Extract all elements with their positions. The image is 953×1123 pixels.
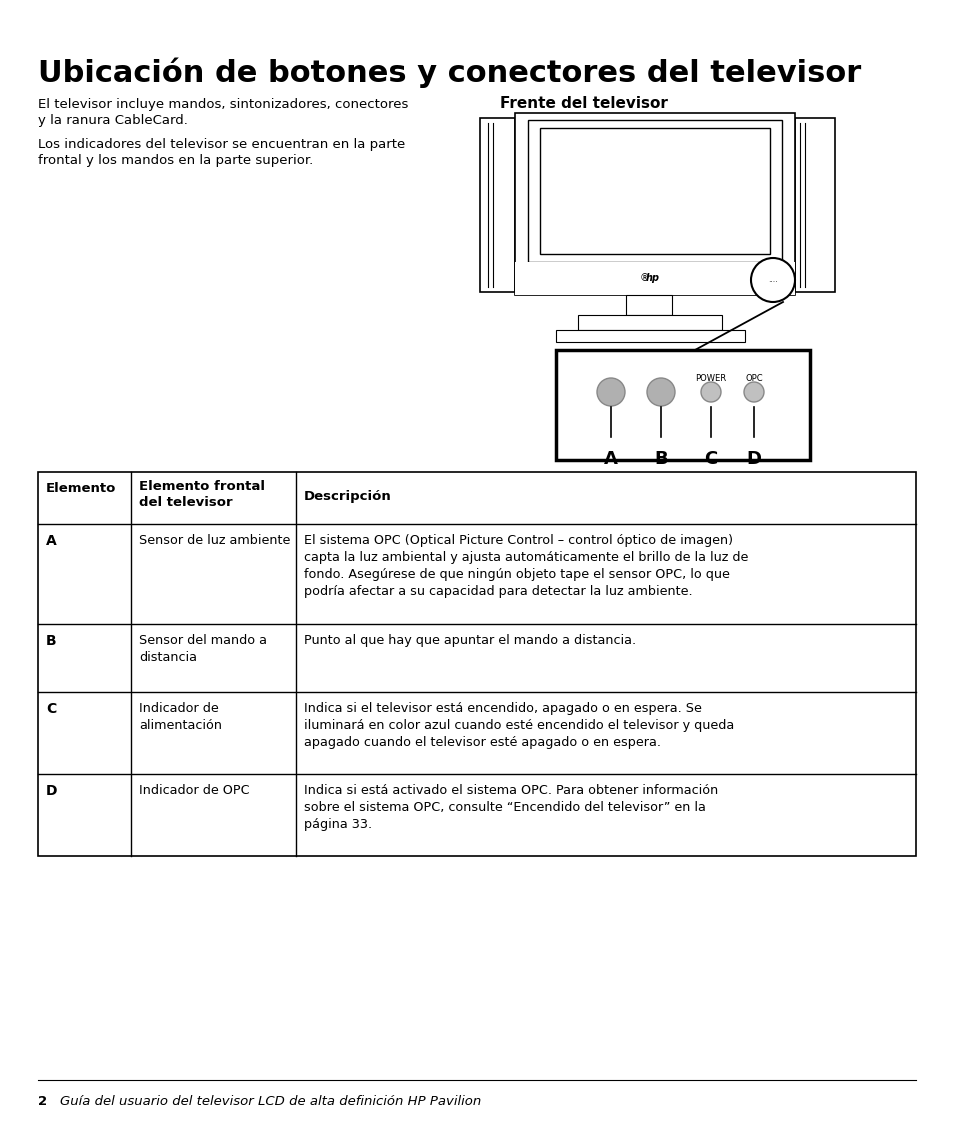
Text: Ubicación de botones y conectores del televisor: Ubicación de botones y conectores del te…	[38, 58, 861, 89]
FancyBboxPatch shape	[794, 118, 834, 292]
FancyBboxPatch shape	[515, 113, 794, 295]
Text: Indica si está activado el sistema OPC. Para obtener información
sobre el sistem: Indica si está activado el sistema OPC. …	[304, 784, 718, 831]
Text: D: D	[745, 450, 760, 468]
Text: Descripción: Descripción	[304, 490, 392, 503]
Text: B: B	[654, 450, 667, 468]
FancyBboxPatch shape	[527, 120, 781, 262]
Text: Indicador de
alimentación: Indicador de alimentación	[139, 702, 222, 732]
Text: C: C	[46, 702, 56, 716]
FancyBboxPatch shape	[556, 330, 744, 343]
Text: Sensor de luz ambiente: Sensor de luz ambiente	[139, 535, 290, 547]
Text: POWER: POWER	[695, 374, 726, 383]
Circle shape	[743, 382, 763, 402]
Text: Indica si el televisor está encendido, apagado o en espera. Se
iluminará en colo: Indica si el televisor está encendido, a…	[304, 702, 734, 749]
FancyBboxPatch shape	[479, 118, 515, 292]
FancyBboxPatch shape	[556, 350, 809, 460]
Text: C: C	[703, 450, 717, 468]
FancyBboxPatch shape	[578, 314, 721, 330]
Text: hp: hp	[645, 273, 659, 283]
Text: OPC: OPC	[744, 374, 762, 383]
Text: Guía del usuario del televisor LCD de alta definición HP Pavilion: Guía del usuario del televisor LCD de al…	[60, 1095, 480, 1108]
Circle shape	[597, 378, 624, 407]
Text: El televisor incluye mandos, sintonizadores, conectores: El televisor incluye mandos, sintonizado…	[38, 98, 408, 111]
Text: frontal y los mandos en la parte superior.: frontal y los mandos en la parte superio…	[38, 154, 313, 167]
Circle shape	[750, 258, 794, 302]
FancyBboxPatch shape	[539, 128, 769, 254]
Text: Sensor del mando a
distancia: Sensor del mando a distancia	[139, 634, 267, 664]
Circle shape	[700, 382, 720, 402]
Text: A: A	[46, 535, 56, 548]
Text: ....: ....	[767, 275, 777, 284]
Text: A: A	[603, 450, 618, 468]
Text: Elemento frontal
del televisor: Elemento frontal del televisor	[139, 480, 265, 510]
Text: El sistema OPC (Optical Picture Control – control óptico de imagen)
capta la luz: El sistema OPC (Optical Picture Control …	[304, 535, 747, 599]
FancyBboxPatch shape	[38, 472, 915, 856]
Text: y la ranura CableCard.: y la ranura CableCard.	[38, 115, 188, 127]
FancyBboxPatch shape	[515, 262, 794, 295]
Text: Elemento: Elemento	[46, 482, 116, 495]
FancyBboxPatch shape	[625, 295, 671, 314]
Text: 2: 2	[38, 1095, 47, 1108]
Text: ®: ®	[639, 273, 649, 283]
Text: Los indicadores del televisor se encuentran en la parte: Los indicadores del televisor se encuent…	[38, 138, 405, 150]
Text: Indicador de OPC: Indicador de OPC	[139, 784, 250, 797]
Text: Punto al que hay que apuntar el mando a distancia.: Punto al que hay que apuntar el mando a …	[304, 634, 636, 647]
Text: D: D	[46, 784, 57, 798]
Text: Frente del televisor: Frente del televisor	[499, 95, 667, 111]
Text: B: B	[46, 634, 56, 648]
Circle shape	[646, 378, 675, 407]
